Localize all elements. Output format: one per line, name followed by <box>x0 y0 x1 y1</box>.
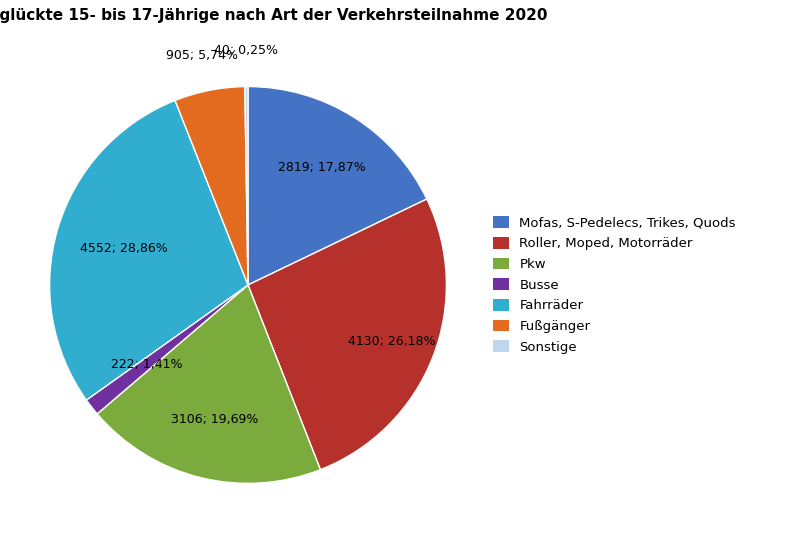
Wedge shape <box>50 100 248 400</box>
Title: Verunglückte 15- bis 17-Jährige nach Art der Verkehrsteilnahme 2020: Verunglückte 15- bis 17-Jährige nach Art… <box>0 8 547 24</box>
Text: 4130; 26,18%: 4130; 26,18% <box>348 335 436 348</box>
Wedge shape <box>248 87 427 285</box>
Wedge shape <box>175 87 248 285</box>
Wedge shape <box>97 285 321 483</box>
Text: 3106; 19,69%: 3106; 19,69% <box>170 413 258 426</box>
Text: 222; 1,41%: 222; 1,41% <box>110 358 182 371</box>
Wedge shape <box>245 87 248 285</box>
Wedge shape <box>248 199 446 470</box>
Text: 4552; 28,86%: 4552; 28,86% <box>81 242 168 255</box>
Text: 905; 5,74%: 905; 5,74% <box>166 49 238 62</box>
Text: 40; 0,25%: 40; 0,25% <box>214 44 278 58</box>
Text: 2819; 17,87%: 2819; 17,87% <box>278 161 366 174</box>
Wedge shape <box>86 285 248 414</box>
Legend: Mofas, S-Pedelecs, Trikes, Quods, Roller, Moped, Motorräder, Pkw, Busse, Fahrräd: Mofas, S-Pedelecs, Trikes, Quods, Roller… <box>488 211 741 359</box>
